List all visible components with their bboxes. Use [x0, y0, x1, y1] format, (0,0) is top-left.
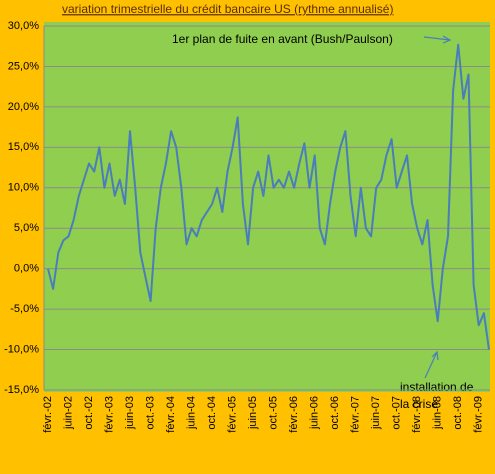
y-tick-label: 30,0% [8, 20, 39, 32]
x-tick-label: juin-02 [62, 396, 74, 430]
y-tick-label: 20,0% [8, 101, 39, 113]
annotation: 1er plan de fuite en avant (Bush/Paulson… [172, 32, 393, 46]
y-tick-label: 15,0% [8, 141, 39, 153]
x-tick-label: févr.-08 [411, 396, 423, 433]
x-tick-label: juin-07 [370, 396, 382, 430]
x-tick-label: juin-04 [185, 396, 197, 430]
arrow [424, 351, 438, 379]
x-tick-label: juin-03 [124, 396, 136, 430]
y-tick-label: -5,0% [10, 303, 39, 315]
y-tick-label: 10,0% [8, 182, 39, 194]
x-tick-label: oct.-07 [391, 396, 403, 430]
plot-area [44, 22, 490, 392]
x-tick-label: juin-06 [309, 396, 321, 430]
chart-title: variation trimestrielle du crédit bancai… [62, 2, 393, 16]
annotation: la crise [400, 397, 438, 411]
x-tick-label: févr.-03 [103, 396, 115, 433]
annotation: installation de [400, 380, 474, 394]
x-tick-label: févr.-02 [42, 396, 54, 433]
arrow [423, 36, 451, 41]
y-tick-label: -10,0% [4, 343, 39, 355]
x-tick-label: oct.-06 [329, 396, 341, 430]
x-tick-label: oct.-05 [268, 396, 280, 430]
x-tick-label: févr.-09 [473, 396, 485, 433]
x-tick-label: oct.-08 [452, 396, 464, 430]
y-tick-label: 25,0% [8, 60, 39, 72]
x-tick-label: juin-05 [247, 396, 259, 430]
x-tick-label: oct.-02 [83, 396, 95, 430]
arrow-head [442, 35, 452, 44]
x-tick-label: févr.-06 [288, 396, 300, 433]
y-tick-label: -15,0% [4, 384, 39, 396]
y-tick-label: 5,0% [14, 222, 39, 234]
x-tick-label: juin-08 [432, 396, 444, 430]
x-tick-label: oct.-03 [144, 396, 156, 430]
x-tick-label: févr.-07 [350, 396, 362, 433]
arrows [423, 35, 452, 379]
y-tick-label: 0,0% [14, 263, 39, 275]
x-tick-label: oct.-04 [206, 396, 218, 430]
x-tick-label: févr.-05 [227, 396, 239, 433]
x-tick-label: févr.-04 [165, 396, 177, 433]
data-line [47, 43, 490, 350]
arrow-head [431, 350, 439, 361]
